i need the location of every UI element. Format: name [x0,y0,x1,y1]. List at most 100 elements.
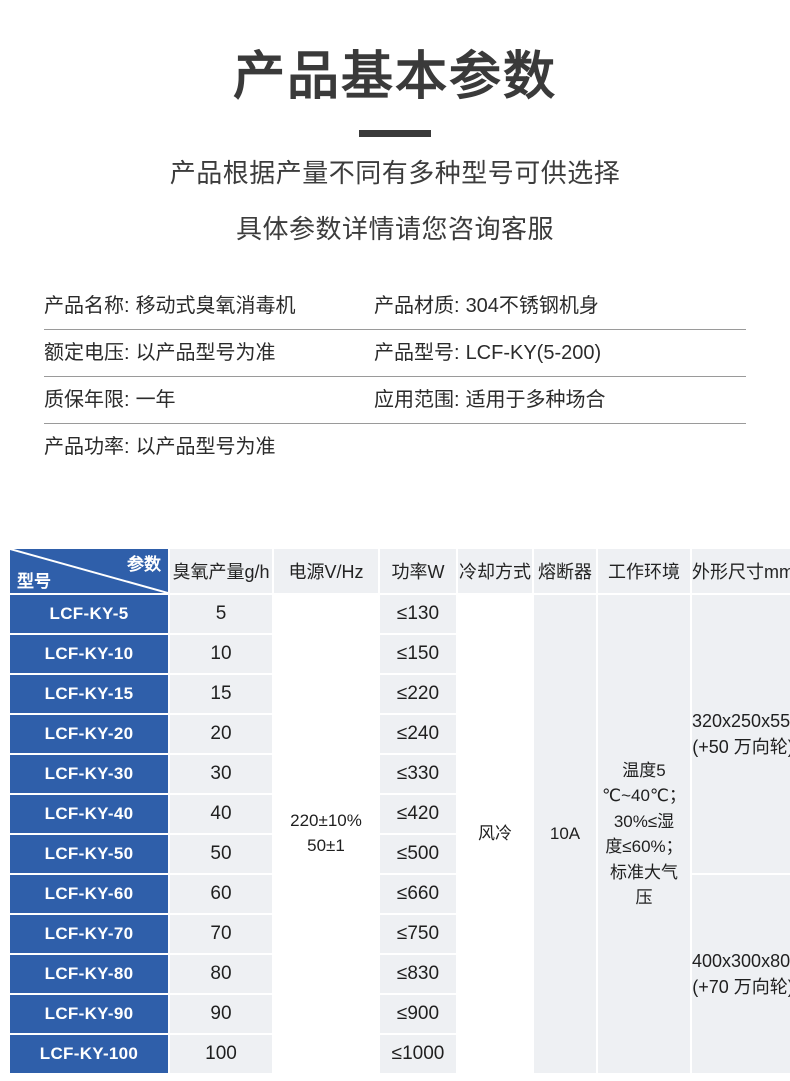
cell-ozone: 100 [170,1035,272,1073]
spec-pair-left: 产品功率: 以产品型号为准 [44,430,374,459]
table-row: LCF-KY-70 70 ≤750 [10,915,790,953]
environment-line-2: ℃~40℃； [601,786,687,805]
environment-line-6: 压 [635,888,653,907]
table-row: LCF-KY-15 15 ≤220 [10,675,790,713]
cell-model: LCF-KY-20 [10,715,168,753]
power-supply-line-2: 50±1 [307,836,345,855]
spec-list: 产品名称: 移动式臭氧消毒机 产品材质: 304不锈钢机身 额定电压: 以产品型… [44,283,746,470]
spec-value: LCF-KY(5-200) [465,342,602,365]
spec-row: 产品功率: 以产品型号为准 [44,424,746,470]
cell-model: LCF-KY-30 [10,755,168,793]
cell-environment-merged: 温度5 ℃~40℃； 30%≤湿 度≤60%； 标准大气 压 [598,595,690,1073]
cell-ozone: 60 [170,875,272,913]
cell-model: LCF-KY-90 [10,995,168,1033]
spec-value: 适用于多种场合 [465,389,606,412]
cell-ozone: 40 [170,795,272,833]
header-corner-cell: 参数 型号 [10,549,168,593]
spec-label: 额定电压: [44,342,130,365]
spec-pair-right: 产品材质: 304不锈钢机身 [374,289,599,318]
diagonal-split-line [10,549,168,593]
table-row: LCF-KY-40 40 ≤420 [10,795,790,833]
cell-power: ≤150 [380,635,456,673]
cell-ozone: 30 [170,755,272,793]
cell-power: ≤750 [380,915,456,953]
environment-line-1: 温度5 [622,760,666,780]
dimensions-large-line-1: 400x300x800 [692,950,790,971]
cell-power: ≤1000 [380,1035,456,1073]
cell-power: ≤900 [380,995,456,1033]
cell-model: LCF-KY-60 [10,875,168,913]
table-row: LCF-KY-60 60 ≤660 400x300x800 (+70 万向轮) [10,875,790,1073]
cell-model: LCF-KY-5 [10,595,168,633]
cell-model: LCF-KY-100 [10,1035,168,1073]
table-row: LCF-KY-10 10 ≤150 [10,635,790,673]
spec-label: 应用范围: [374,389,460,412]
spec-row: 产品名称: 移动式臭氧消毒机 产品材质: 304不锈钢机身 [44,283,746,331]
spec-label: 产品功率: [44,436,130,459]
spec-label: 质保年限: [44,389,130,412]
cell-ozone: 20 [170,715,272,753]
cell-power-supply-merged: 220±10% 50±1 [274,595,378,1073]
cell-ozone: 15 [170,675,272,713]
cell-power: ≤240 [380,715,456,753]
cell-ozone: 50 [170,835,272,873]
spec-row: 质保年限: 一年 应用范围: 适用于多种场合 [44,377,746,425]
column-header-power: 功率W [380,549,456,593]
column-header-fuse: 熔断器 [534,549,596,593]
header-model-label: 型号 [17,572,51,591]
cell-power: ≤420 [380,795,456,833]
column-header-dimensions: 外形尺寸mm [692,549,790,593]
spec-row: 额定电压: 以产品型号为准 产品型号: LCF-KY(5-200) [44,330,746,378]
dimensions-small-line-1: 320x250x550 [692,710,790,731]
table-row: LCF-KY-20 20 ≤240 [10,715,790,753]
table-row: LCF-KY-80 80 ≤830 [10,955,790,993]
cell-power: ≤220 [380,675,456,713]
cell-fuse-merged: 10A [534,595,596,1073]
title-divider-wrap [0,129,790,137]
cell-dimensions-small: 320x250x550 (+50 万向轮) [692,595,790,873]
table-row: LCF-KY-50 50 ≤500 [10,835,790,873]
cell-ozone: 80 [170,955,272,993]
cell-power: ≤130 [380,595,456,633]
spec-label: 产品型号: [374,342,460,365]
spec-pair-left: 质保年限: 一年 [44,383,374,412]
table-row: LCF-KY-5 5 220±10% 50±1 ≤130 风冷 10A 温度5 … [10,595,790,1073]
environment-line-3: 30%≤湿 [613,811,675,831]
table-header-row: 参数 型号 臭氧产量g/h 电源V/Hz 功率W 冷却方式 熔断器 工作环境 外… [10,549,790,593]
cell-ozone: 5 [170,595,272,633]
spec-value: 移动式臭氧消毒机 [135,295,296,318]
environment-line-4: 度≤60%； [605,837,683,856]
cell-model: LCF-KY-40 [10,795,168,833]
spec-value: 以产品型号为准 [135,436,276,459]
column-header-cooling: 冷却方式 [458,549,532,593]
spec-value: 304不锈钢机身 [465,295,599,318]
table-row: LCF-KY-30 30 ≤330 [10,755,790,793]
spec-pair-left: 额定电压: 以产品型号为准 [44,336,374,365]
cell-model: LCF-KY-50 [10,835,168,873]
cell-model: LCF-KY-10 [10,635,168,673]
specification-table: 参数 型号 臭氧产量g/h 电源V/Hz 功率W 冷却方式 熔断器 工作环境 外… [8,547,790,1075]
power-supply-line-1: 220±10% [290,811,362,831]
cell-model: LCF-KY-80 [10,955,168,993]
cell-model: LCF-KY-15 [10,675,168,713]
spec-value: 一年 [135,389,176,412]
spec-value: 以产品型号为准 [135,342,276,365]
column-header-environment: 工作环境 [598,549,690,593]
cell-ozone: 90 [170,995,272,1033]
title-divider [359,129,431,137]
cell-power: ≤830 [380,955,456,993]
table-row: LCF-KY-100 100 ≤1000 [10,1035,790,1073]
cell-ozone: 10 [170,635,272,673]
cell-power: ≤330 [380,755,456,793]
header-param-label: 参数 [127,555,161,574]
subtitle-line-2: 具体参数详情请您咨询客服 [235,214,554,245]
cell-power: ≤660 [380,875,456,913]
cell-model: LCF-KY-70 [10,915,168,953]
dimensions-large-line-2: (+70 万向轮) [692,977,790,997]
cell-power: ≤500 [380,835,456,873]
spec-label: 产品名称: [44,295,130,318]
column-header-ozone: 臭氧产量g/h [170,549,272,593]
environment-line-5: 标准大气 [610,862,678,882]
column-header-power-supply: 电源V/Hz [274,549,378,593]
table-row: LCF-KY-90 90 ≤900 [10,995,790,1033]
